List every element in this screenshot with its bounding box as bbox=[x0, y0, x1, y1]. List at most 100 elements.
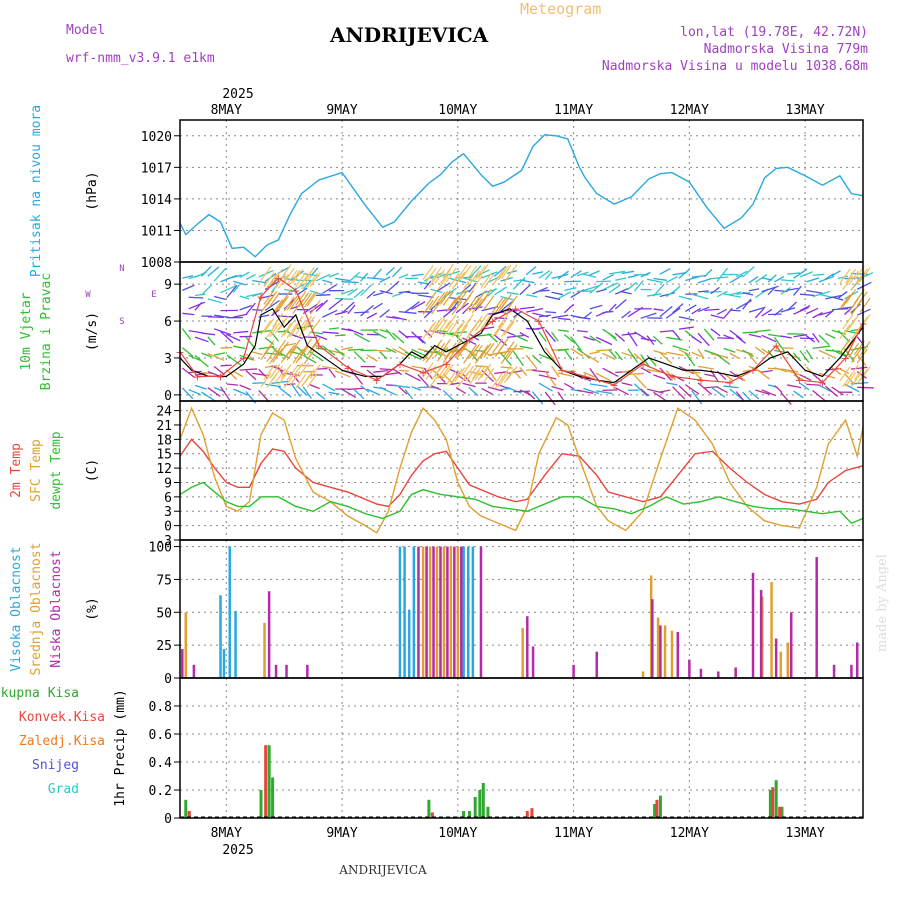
bar bbox=[263, 622, 266, 678]
wind-barb bbox=[431, 317, 443, 333]
y-axis-label: Niska Oblacnost bbox=[49, 550, 64, 667]
wind-barb bbox=[309, 383, 320, 390]
wind-barb bbox=[557, 348, 570, 352]
wind-barb bbox=[494, 371, 509, 375]
top-day-label: 12MAY bbox=[670, 103, 709, 118]
wind-barb bbox=[538, 270, 551, 279]
wind-barb bbox=[512, 276, 526, 290]
wind-barb bbox=[442, 291, 454, 306]
wind-barb bbox=[434, 342, 446, 358]
y-tick-label: 24 bbox=[156, 405, 172, 420]
wind-barb bbox=[298, 273, 310, 288]
wind-barb bbox=[266, 347, 278, 363]
wind-barb bbox=[439, 269, 451, 284]
y-axis-label: Visoka Oblacnost bbox=[9, 546, 24, 671]
wind-barb bbox=[353, 373, 364, 385]
bar bbox=[259, 790, 263, 818]
wind-barb bbox=[570, 347, 584, 357]
wind-barb bbox=[621, 310, 631, 319]
wind-barb bbox=[454, 367, 466, 382]
wind-barb bbox=[704, 373, 715, 378]
y-axis-unit: (C) bbox=[85, 459, 100, 482]
wind-barb bbox=[277, 315, 289, 331]
wind-barb bbox=[512, 370, 522, 379]
wind-barb bbox=[207, 352, 225, 361]
wind-barb bbox=[716, 386, 728, 394]
wind-barb bbox=[487, 386, 503, 392]
bar bbox=[670, 630, 674, 678]
wind-barb bbox=[188, 296, 204, 299]
wind-barb bbox=[298, 362, 310, 378]
wind-barb bbox=[837, 367, 850, 375]
wind-barb bbox=[672, 345, 689, 352]
wind-barb bbox=[480, 289, 492, 304]
wind-barb bbox=[315, 334, 328, 341]
wind-barb bbox=[468, 270, 480, 285]
wind-barb bbox=[780, 335, 792, 339]
bar bbox=[267, 745, 271, 818]
wind-barb bbox=[280, 263, 292, 279]
wind-barb bbox=[545, 295, 561, 301]
gust-marker: + bbox=[193, 370, 202, 383]
wind-barb bbox=[451, 368, 463, 384]
wind-barb bbox=[793, 374, 804, 381]
wind-barb bbox=[275, 273, 286, 289]
wind-barb bbox=[837, 275, 849, 280]
y-tick-label: -3 bbox=[156, 534, 172, 549]
wind-barb bbox=[844, 277, 861, 280]
wind-barb bbox=[303, 349, 315, 365]
wind-barb bbox=[286, 295, 298, 311]
bar bbox=[460, 546, 463, 678]
wind-barb bbox=[258, 329, 273, 334]
wind-barb bbox=[506, 264, 518, 279]
wind-barb bbox=[602, 310, 614, 314]
wind-barb bbox=[411, 331, 424, 344]
wind-barb bbox=[627, 331, 638, 347]
wind-barb bbox=[563, 348, 573, 360]
wind-barb bbox=[608, 270, 626, 275]
wind-barb bbox=[422, 362, 434, 378]
wind-barb bbox=[220, 346, 233, 349]
gust-marker: + bbox=[291, 284, 300, 297]
wind-barb bbox=[831, 270, 841, 277]
wind-barb bbox=[468, 344, 480, 359]
station-title: ANDRIJEVICA bbox=[329, 23, 489, 47]
wind-barb bbox=[627, 372, 645, 375]
wind-barb bbox=[831, 386, 844, 396]
wind-barb bbox=[315, 367, 328, 370]
wind-barb bbox=[824, 309, 835, 318]
wind-barb bbox=[455, 387, 467, 395]
wind-barb bbox=[434, 317, 446, 332]
wind-barb bbox=[442, 363, 454, 379]
wind-barb bbox=[188, 388, 202, 396]
wind-barb bbox=[328, 368, 336, 378]
wind-barb bbox=[232, 284, 241, 293]
wind-barb bbox=[589, 351, 600, 355]
wind-barb bbox=[391, 266, 403, 278]
wind-barb bbox=[322, 284, 337, 294]
wind-barb bbox=[850, 372, 862, 387]
wind-barb bbox=[697, 332, 710, 347]
bar bbox=[655, 799, 659, 818]
wind-barb bbox=[275, 318, 286, 334]
wind-barb bbox=[856, 354, 867, 367]
wind-barb bbox=[434, 291, 446, 307]
wind-barb bbox=[471, 364, 483, 380]
bottom-day-labels: 8MAY 9MAY 10MAY 11MAY 12MAY 13MAY bbox=[211, 826, 825, 841]
wind-barb bbox=[366, 388, 380, 396]
wind-barb bbox=[295, 373, 307, 389]
wind-barb bbox=[322, 279, 333, 284]
wind-barb bbox=[519, 306, 535, 310]
wind-barb bbox=[460, 362, 472, 378]
wind-barb bbox=[729, 291, 742, 296]
y-tick-label: 1020 bbox=[141, 130, 172, 145]
wind-barb bbox=[736, 291, 751, 295]
wind-barb bbox=[500, 329, 515, 336]
wind-barb bbox=[239, 354, 254, 361]
wind-barb bbox=[226, 333, 241, 342]
wind-barb bbox=[425, 321, 437, 336]
wind-barb bbox=[697, 365, 714, 370]
bottom-day-label: 12MAY bbox=[670, 826, 709, 841]
wind-barb bbox=[260, 320, 272, 335]
wind-barb bbox=[806, 289, 823, 294]
